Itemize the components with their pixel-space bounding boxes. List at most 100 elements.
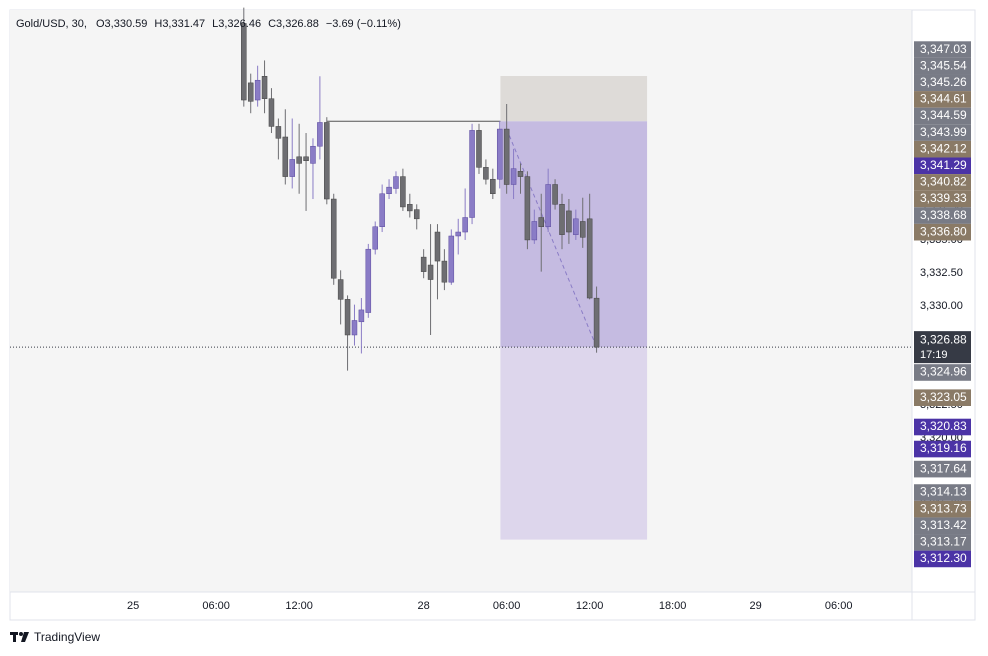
candle-body xyxy=(254,79,261,101)
candle-body xyxy=(275,126,282,139)
y-tick-label: 3,332.50 xyxy=(920,267,963,279)
price-tag-label: 3,344.59 xyxy=(920,108,967,122)
candle-body xyxy=(448,235,455,283)
price-tag xyxy=(914,418,971,436)
x-tick-label: 29 xyxy=(750,600,762,612)
price-tag xyxy=(914,157,971,175)
candle-body xyxy=(330,198,337,279)
plot xyxy=(10,7,912,540)
logo-part xyxy=(21,632,29,642)
price-tag-label: 3,324.96 xyxy=(920,365,967,379)
brand: TradingView xyxy=(34,630,100,644)
x-tick-label: 06:00 xyxy=(202,600,230,612)
price-tag xyxy=(914,534,971,551)
price-tag xyxy=(914,140,971,158)
price-tag-label: 3,344.61 xyxy=(920,92,967,106)
price-tag xyxy=(914,57,971,75)
price-tag-label: 3,320.83 xyxy=(920,419,967,433)
countdown: 17:19 xyxy=(920,349,948,361)
candle-body xyxy=(579,221,586,238)
price-tag xyxy=(914,74,971,92)
candle-body xyxy=(261,76,268,99)
candle-body xyxy=(573,218,579,235)
price-tag-label: 3,319.16 xyxy=(920,441,967,455)
x-tick-label: 06:00 xyxy=(493,600,521,612)
stop-zone xyxy=(500,76,648,122)
price-tag-label: 3,336.80 xyxy=(920,224,967,238)
price-tag-label: 3,326.88 xyxy=(920,332,967,346)
ohlc: O3,330.59 H3,331.47 L3,326.46 C3,326.88 −3.6… xyxy=(96,18,401,30)
candle-body xyxy=(289,159,295,177)
plot-area xyxy=(10,10,912,592)
candle-body xyxy=(324,122,330,200)
price-tag xyxy=(914,174,971,191)
candle-body xyxy=(483,167,489,180)
candle-body xyxy=(559,204,565,235)
ohlc-value: O3,330.59 xyxy=(96,18,147,30)
price-tag xyxy=(914,41,971,58)
x-tick-label: 28 xyxy=(418,600,430,612)
price-tag-label: 3,339.33 xyxy=(920,191,967,205)
price-tag xyxy=(914,440,971,458)
price-tag-label: 3,313.42 xyxy=(920,518,967,532)
price-tag-label: 3,313.17 xyxy=(920,535,967,549)
price-tag xyxy=(914,550,971,568)
candle-body xyxy=(455,231,461,237)
ohlc-value: L3,326.46 xyxy=(212,18,261,30)
x-tick-label: 12:00 xyxy=(576,600,604,612)
candle-body xyxy=(282,136,289,177)
candle-body xyxy=(552,184,558,205)
brand-logo xyxy=(10,632,29,642)
price-tag-label: 3,342.12 xyxy=(920,141,967,155)
candle-body xyxy=(510,168,517,185)
price-tag-label: 3,345.54 xyxy=(920,58,967,72)
logo-part xyxy=(19,632,23,636)
y-tick-label: 3,330.00 xyxy=(920,300,963,312)
price-tag xyxy=(914,107,971,125)
change: −3.69 (−0.11%) xyxy=(326,18,401,30)
price-tag xyxy=(914,500,971,518)
price-tag xyxy=(914,331,971,364)
candle-body xyxy=(351,320,358,336)
candle-body xyxy=(386,186,392,194)
candle-body xyxy=(469,130,475,218)
candle-body xyxy=(490,178,496,194)
candle-body xyxy=(310,145,316,164)
candle-body xyxy=(241,23,247,101)
candle-body xyxy=(434,231,441,262)
candle-body xyxy=(407,204,413,212)
price-tag-label: 3,343.99 xyxy=(920,125,967,139)
price-tag xyxy=(914,364,971,381)
symbol: Gold/USD, 30, xyxy=(16,18,87,30)
candle-body xyxy=(379,193,385,227)
candle-body xyxy=(503,128,510,185)
price-tag-label: 3,338.68 xyxy=(920,208,967,222)
price-tag-label: 3,323.05 xyxy=(920,390,967,404)
price-tag-label: 3,345.26 xyxy=(920,75,967,89)
candle-body xyxy=(344,299,351,336)
profit-zone xyxy=(500,347,648,540)
price-tag-label: 3,347.03 xyxy=(920,42,967,56)
price-tag-label: 3,314.13 xyxy=(920,485,967,499)
candle-body xyxy=(413,209,420,220)
candle-body xyxy=(441,260,448,283)
candle-body xyxy=(476,130,482,168)
x-tick-label: 06:00 xyxy=(825,600,853,612)
ohlc-value: C3,326.88 xyxy=(268,18,319,30)
price-tag-label: 3,340.82 xyxy=(920,175,967,189)
candle-body xyxy=(538,217,544,227)
price-tag xyxy=(914,517,971,535)
candle-body xyxy=(400,176,406,208)
candle-body xyxy=(531,221,538,241)
candle-body xyxy=(372,226,378,250)
candle-body xyxy=(247,82,254,102)
candle-body xyxy=(586,218,593,299)
candle-body xyxy=(317,122,323,147)
candle-body xyxy=(517,171,524,177)
price-tag xyxy=(914,223,971,241)
candle-body xyxy=(303,156,309,161)
price-tag-label: 3,312.30 xyxy=(920,551,967,565)
logo-part xyxy=(13,632,16,642)
candle-body xyxy=(365,248,372,313)
